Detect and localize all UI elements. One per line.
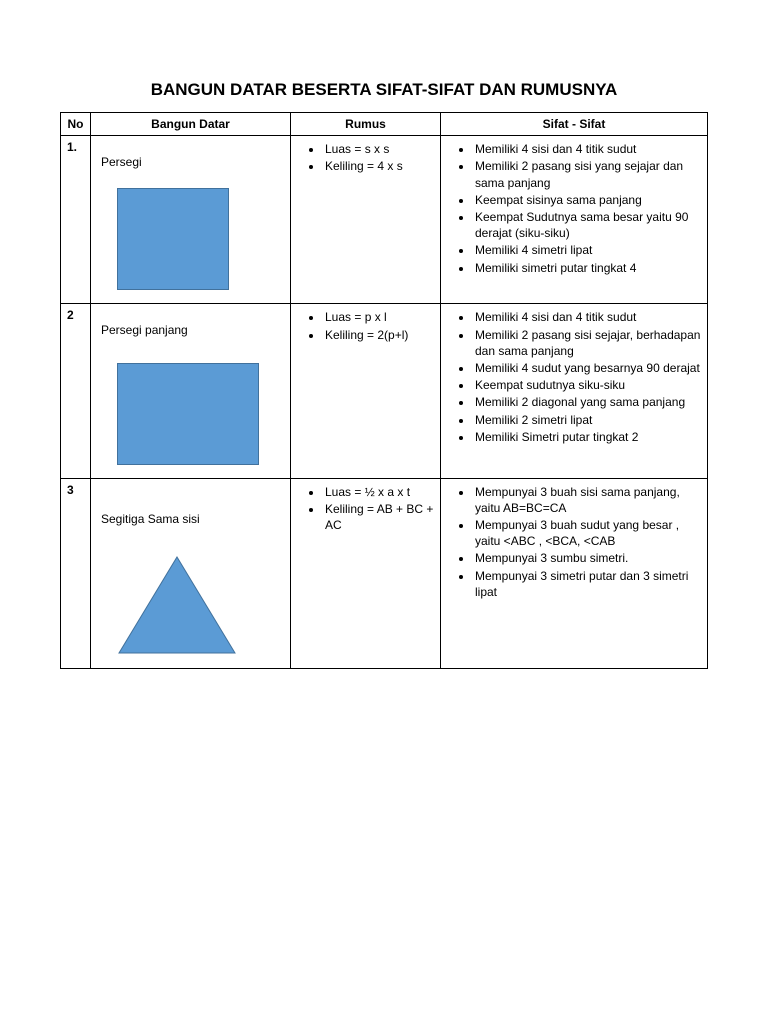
cell-rumus: Luas = s x s Keliling = 4 x s: [291, 136, 441, 304]
rumus-item: Luas = s x s: [323, 141, 434, 157]
sifat-item: Mempunyai 3 sumbu simetri.: [473, 550, 701, 566]
header-no: No: [61, 113, 91, 136]
cell-sifat: Mempunyai 3 buah sisi sama panjang, yait…: [441, 478, 708, 668]
sifat-item: Mempunyai 3 simetri putar dan 3 simetri …: [473, 568, 701, 600]
cell-sifat: Memiliki 4 sisi dan 4 titik sudut Memili…: [441, 136, 708, 304]
shape-name: Segitiga Sama sisi: [101, 511, 284, 527]
sifat-item: Memiliki simetri putar tingkat 4: [473, 260, 701, 276]
shapes-table: No Bangun Datar Rumus Sifat - Sifat 1. P…: [60, 112, 708, 669]
shape-figure-rectangle: [97, 353, 284, 475]
rumus-item: Luas = p x l: [323, 309, 434, 325]
cell-rumus: Luas = p x l Keliling = 2(p+l): [291, 304, 441, 478]
sifat-item: Memiliki 4 sisi dan 4 titik sudut: [473, 309, 701, 325]
rumus-list: Luas = p x l Keliling = 2(p+l): [297, 309, 434, 342]
header-rumus: Rumus: [291, 113, 441, 136]
rumus-list: Luas = s x s Keliling = 4 x s: [297, 141, 434, 174]
sifat-item: Memiliki 4 sudut yang besarnya 90 deraja…: [473, 360, 701, 376]
cell-sifat: Memiliki 4 sisi dan 4 titik sudut Memili…: [441, 304, 708, 478]
shape-name: Persegi: [101, 154, 284, 170]
sifat-item: Memiliki 2 pasang sisi sejajar, berhadap…: [473, 327, 701, 359]
sifat-item: Mempunyai 3 buah sisi sama panjang, yait…: [473, 484, 701, 516]
table-row: 3 Segitiga Sama sisi Luas = ½ x a x t Ke…: [61, 478, 708, 668]
cell-no: 2: [61, 304, 91, 478]
rumus-list: Luas = ½ x a x t Keliling = AB + BC + AC: [297, 484, 434, 534]
table-row: 1. Persegi Luas = s x s Keliling = 4 x s…: [61, 136, 708, 304]
header-shape: Bangun Datar: [91, 113, 291, 136]
table-row: 2 Persegi panjang Luas = p x l Keliling …: [61, 304, 708, 478]
sifat-list: Mempunyai 3 buah sisi sama panjang, yait…: [447, 484, 701, 600]
cell-rumus: Luas = ½ x a x t Keliling = AB + BC + AC: [291, 478, 441, 668]
square-icon: [117, 188, 229, 290]
rumus-item: Keliling = 2(p+l): [323, 327, 434, 343]
header-sifat: Sifat - Sifat: [441, 113, 708, 136]
sifat-item: Memiliki 4 simetri lipat: [473, 242, 701, 258]
sifat-item: Memiliki 2 pasang sisi yang sejajar dan …: [473, 158, 701, 190]
sifat-item: Keempat Sudutnya sama besar yaitu 90 der…: [473, 209, 701, 241]
sifat-item: Memiliki Simetri putar tingkat 2: [473, 429, 701, 445]
cell-shape: Segitiga Sama sisi: [91, 478, 291, 668]
cell-shape: Persegi panjang: [91, 304, 291, 478]
shape-name: Persegi panjang: [101, 322, 284, 338]
table-header-row: No Bangun Datar Rumus Sifat - Sifat: [61, 113, 708, 136]
cell-no: 1.: [61, 136, 91, 304]
cell-no: 3: [61, 478, 91, 668]
rumus-item: Keliling = AB + BC + AC: [323, 501, 434, 533]
sifat-list: Memiliki 4 sisi dan 4 titik sudut Memili…: [447, 141, 701, 276]
sifat-item: Mempunyai 3 buah sudut yang besar , yait…: [473, 517, 701, 549]
sifat-item: Keempat sisinya sama panjang: [473, 192, 701, 208]
rumus-item: Luas = ½ x a x t: [323, 484, 434, 500]
sifat-item: Keempat sudutnya siku-siku: [473, 377, 701, 393]
sifat-item: Memiliki 4 sisi dan 4 titik sudut: [473, 141, 701, 157]
sifat-item: Memiliki 2 simetri lipat: [473, 412, 701, 428]
shape-figure-triangle: [97, 541, 284, 665]
cell-shape: Persegi: [91, 136, 291, 304]
rumus-item: Keliling = 4 x s: [323, 158, 434, 174]
shape-figure-square: [97, 184, 284, 300]
page-title: BANGUN DATAR BESERTA SIFAT-SIFAT DAN RUM…: [60, 80, 708, 100]
sifat-item: Memiliki 2 diagonal yang sama panjang: [473, 394, 701, 410]
rectangle-icon: [117, 363, 259, 465]
triangle-icon: [117, 555, 237, 655]
sifat-list: Memiliki 4 sisi dan 4 titik sudut Memili…: [447, 309, 701, 445]
